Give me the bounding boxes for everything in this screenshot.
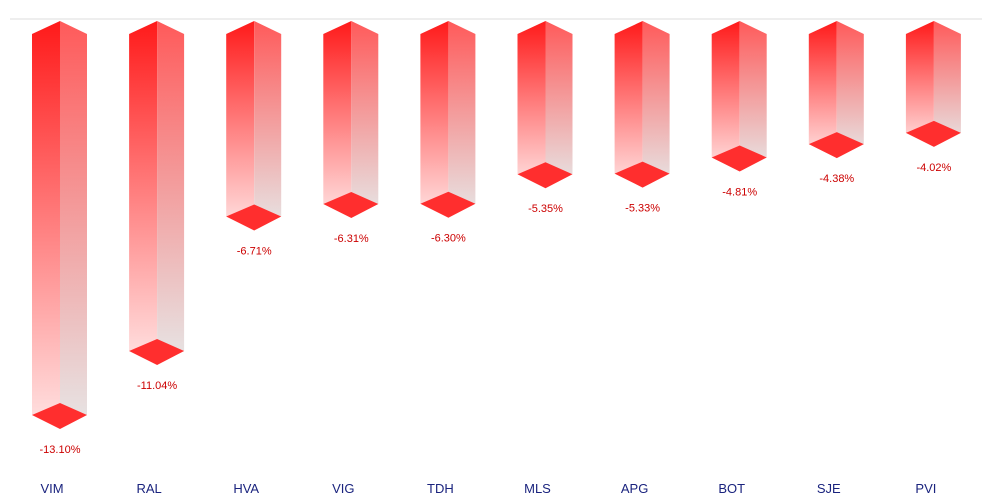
x-tick-label: TDH [427,481,454,496]
x-tick-label: MLS [524,481,551,496]
bar-front [808,21,837,158]
bar-group-bot [711,21,767,172]
bar-side [60,21,87,428]
bar-side [448,21,476,217]
data-label: -11.04% [137,380,177,392]
data-label: -5.33% [625,203,660,215]
bar-side [933,21,961,146]
bar-cap [420,191,476,218]
x-tick-label: VIM [40,481,63,496]
bar-side [545,21,573,188]
bar-group-pvi [905,21,961,147]
bar-cap [32,403,87,429]
x-tick-label: RAL [136,481,161,496]
bar-side [254,21,282,230]
bar-front [226,21,255,230]
bar-cap [226,204,282,231]
bar-group-ral [129,21,185,365]
x-tick-label: HVA [233,481,259,496]
bar-front [323,21,352,218]
bar-front [420,21,449,217]
data-label: -6.31% [334,233,369,245]
bar-cap [711,145,767,172]
bar-group-vig [323,21,379,219]
data-label: -4.81% [722,186,757,198]
bars-layer [32,21,961,429]
bar-cap [323,192,379,219]
bar-group-mls [517,21,573,189]
bar-group-sje [808,21,864,159]
bar-cap [808,132,864,159]
bar-group-tdh [420,21,476,218]
bar-group-hva [226,21,282,231]
x-tick-label: APG [621,481,648,496]
bar-front [129,21,158,364]
bar-side [351,21,379,218]
bar-front [517,21,546,188]
labels-layer: -13.10% VIM -11.04% RAL -6.71% HVA -6.31% VIG -6… [40,162,952,496]
bar-front [32,21,60,428]
bar-cap [614,161,670,188]
bar-group-apg [614,21,670,188]
bar-side [642,21,670,187]
x-tick-label: SJE [817,481,841,496]
data-label: -6.30% [431,233,466,245]
bar-side [157,21,185,364]
bar-front [711,21,740,171]
bar-front [905,21,934,146]
x-tick-label: BOT [718,481,745,496]
data-label: -4.38% [819,173,854,185]
x-tick-label: VIG [332,481,354,496]
bar-cap [905,120,961,147]
data-label: -6.71% [237,245,272,257]
bar-front [614,21,643,187]
bar-side [739,21,767,171]
bar-cap [517,162,573,189]
data-label: -13.10% [40,444,81,456]
data-label: -5.35% [528,203,563,215]
bar-side [836,21,864,158]
x-tick-label: PVI [915,481,936,496]
bar-cap [129,338,185,365]
data-label: -4.02% [916,162,951,174]
bar-group-vim [32,21,87,429]
